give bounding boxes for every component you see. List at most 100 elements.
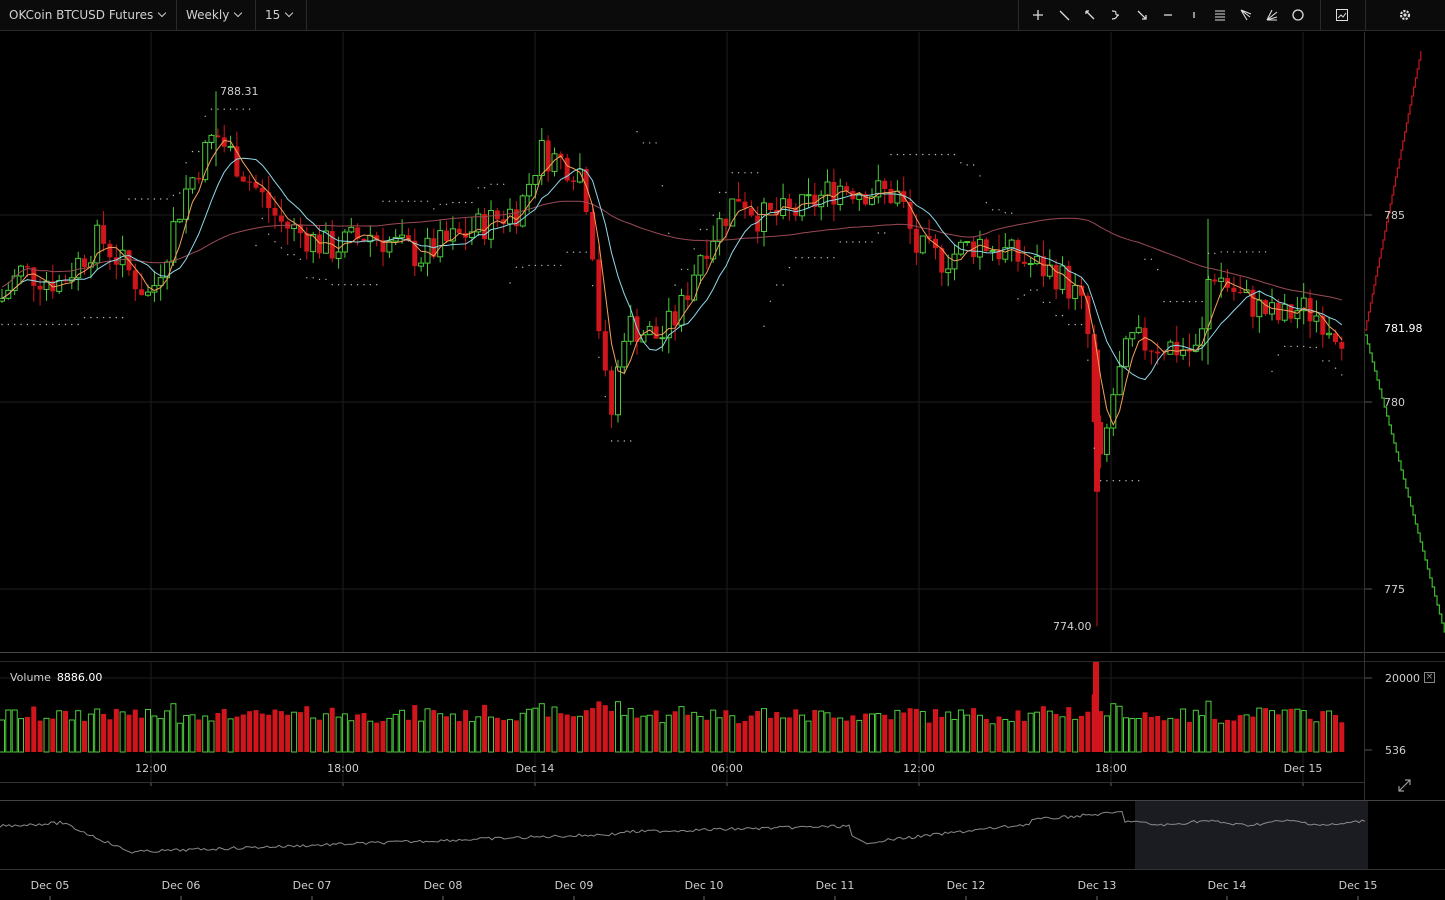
candle-body [1281,303,1288,321]
volume-bar [831,717,837,752]
expand-icon[interactable] [1398,779,1411,792]
pitchfork-icon[interactable] [1237,6,1255,24]
sar-dot [947,153,949,156]
volume-bar [894,709,901,753]
gear-icon[interactable] [1396,6,1414,24]
sar-dot [750,172,752,174]
close-icon[interactable]: × [1424,672,1435,683]
sar-dot [426,200,429,202]
sar-dot [223,108,225,110]
volume-bar [1059,716,1066,753]
candle-body [1212,279,1218,282]
sar-dot [1245,251,1248,253]
arrow-icon[interactable] [1133,6,1151,24]
volume-bar [926,722,932,752]
candle-body [189,177,196,190]
price-tick-785: 785 [1384,209,1405,222]
sar-dot [680,268,683,271]
candle-body [964,241,971,243]
sar-dot [280,247,283,249]
sar-dot [1163,300,1165,303]
trendline-icon[interactable] [1055,6,1073,24]
interval-selector[interactable]: 15 [256,0,307,31]
candle-body [729,198,736,227]
sar-dot [14,323,16,326]
ray-icon[interactable] [1081,6,1099,24]
candle-body [1085,295,1091,335]
sar-dot [909,153,911,156]
volume-bar [1142,712,1148,752]
candle-body [742,201,748,209]
moving-averages [1,108,1343,482]
candle-body [1339,342,1345,349]
sar-dot [77,323,79,326]
candle-body [1040,256,1046,277]
candle-body [1174,342,1180,356]
volume-bar [697,716,704,753]
sar-dot [1004,212,1006,214]
sar-dot [503,183,505,185]
sar-dot [217,108,219,110]
candle-body [824,181,831,196]
volume-bar [685,714,691,752]
volume-bar [215,713,221,752]
candle-body [341,231,348,253]
candle-body [939,248,945,273]
candle-body [856,193,863,200]
sar-dot [807,257,810,259]
volume-bar [259,713,265,752]
sar-dot [604,395,606,398]
price-chart[interactable]: 785 780 775 781.98 788.31 774.00 20000 5… [0,31,1445,900]
candle-body [183,188,190,220]
candle-body [831,182,837,205]
sar-dot [71,323,73,326]
volume-bar [253,710,259,752]
volume-bar [361,713,367,752]
candle-body [571,180,576,182]
symbol-selector[interactable]: OKCoin BTCUSD Futures [0,0,177,31]
chart-snapshot-icon[interactable] [1333,6,1351,24]
candle-body [983,239,989,252]
sar-dot [471,201,473,204]
volume-bar [1212,718,1218,752]
volume-bar [1263,708,1269,752]
volume-bar [634,717,640,752]
range-selector[interactable]: Weekly [177,0,256,31]
sar-dot [121,316,124,319]
volume-bar [488,716,494,753]
sar-dot [934,153,937,156]
price-tick-775: 775 [1384,583,1405,596]
crosshair-icon[interactable] [1029,6,1047,24]
volume-bar [386,717,393,753]
volume-bar [710,709,717,753]
volume-bar [755,710,761,752]
candle-body [919,235,926,254]
volume-bar [1333,715,1338,752]
sar-dot [1315,346,1318,349]
circle-icon[interactable] [1289,6,1307,24]
candle-body [1320,316,1326,335]
horizontal-line-icon[interactable] [1159,6,1177,24]
volume-bar [1269,710,1275,753]
volume-bar [183,715,190,753]
volume-bar [856,719,863,753]
volume-bar [983,719,989,752]
volume-bar [1320,711,1326,752]
sar-dot [1309,346,1311,349]
vertical-line-icon[interactable] [1185,6,1203,24]
candle-body [1129,332,1136,340]
fib-icon[interactable] [1211,6,1229,24]
sar-dot [261,217,263,220]
time-tick: 12:00 [903,762,935,775]
sar-dot [312,277,314,279]
nav-tick: Dec 13 [1078,879,1117,892]
sar-dot [585,251,587,253]
curve-icon[interactable] [1107,6,1125,24]
volume-bar [526,708,533,753]
fan-icon[interactable] [1263,6,1281,24]
candle-body [697,255,704,276]
sar-dot [515,266,518,268]
candle-body [538,140,545,176]
volume-bar [113,708,119,752]
sar-dot [1277,354,1280,356]
